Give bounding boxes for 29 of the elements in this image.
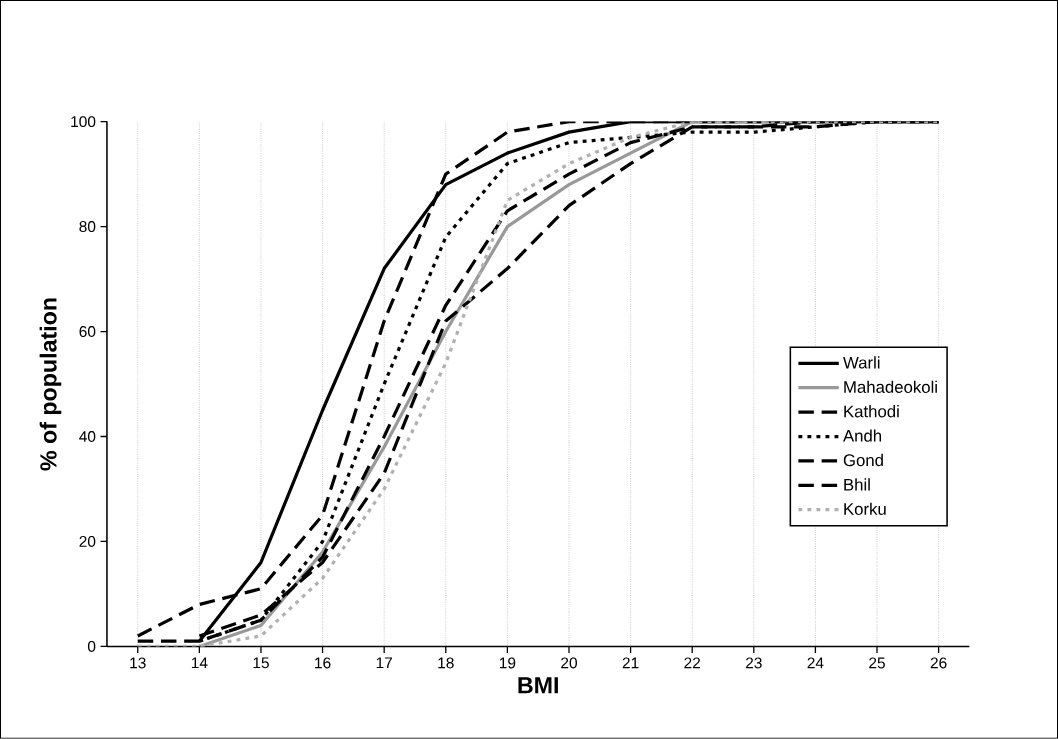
x-tick-label: 16 xyxy=(315,657,331,669)
x-tick-label: 18 xyxy=(438,657,454,669)
y-tick-label: 20 xyxy=(79,536,96,548)
x-tick-label: 22 xyxy=(684,657,701,669)
legend-label: Mahadeokoli xyxy=(844,380,937,394)
y-tick-label: 100 xyxy=(71,116,96,128)
legend-label: Kathodi xyxy=(844,405,899,418)
x-tick-label: 19 xyxy=(499,657,516,669)
y-tick-label: 40 xyxy=(79,431,96,443)
legend-label: Warli xyxy=(843,356,880,369)
legend-label: Gond xyxy=(843,454,883,467)
x-tick-label: 24 xyxy=(807,657,824,669)
y-axis-title: % of population xyxy=(39,298,62,471)
x-tick-label: 21 xyxy=(622,657,639,669)
y-tick-label: 0 xyxy=(87,641,96,653)
legend-label: Korku xyxy=(844,502,886,516)
x-tick-label: 14 xyxy=(191,657,208,669)
x-tick-label: 15 xyxy=(253,657,269,669)
x-tick-label: 23 xyxy=(745,657,762,669)
legend-label: Bhil xyxy=(844,478,870,491)
x-tick-label: 17 xyxy=(376,657,392,669)
y-tick-label: 80 xyxy=(79,221,96,233)
x-tick-label: 13 xyxy=(130,657,146,669)
legend-label: Andh xyxy=(843,429,882,442)
y-tick-label: 60 xyxy=(79,326,96,338)
x-axis-title: BMI xyxy=(518,677,558,694)
x-tick-label: 20 xyxy=(561,657,577,669)
x-tick-label: 25 xyxy=(869,657,885,669)
x-tick-label: 26 xyxy=(930,657,947,669)
